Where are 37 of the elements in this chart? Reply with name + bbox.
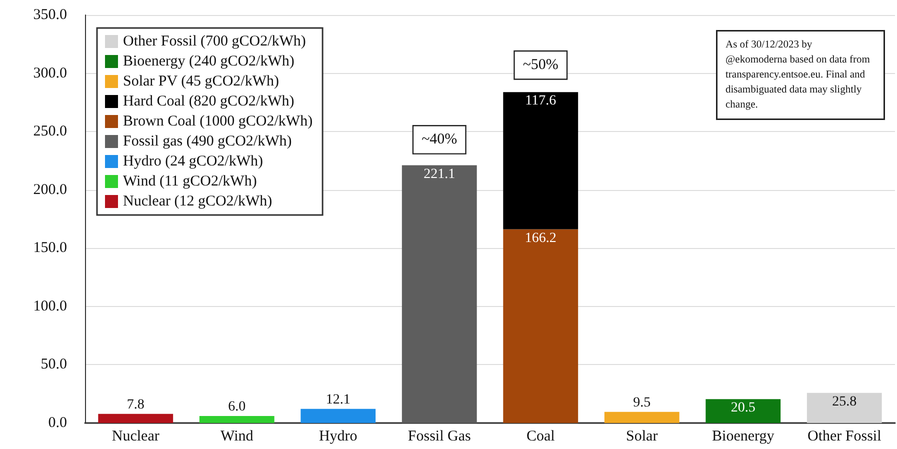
x-tick-label: Solar [626,428,658,444]
x-tick-label: Nuclear [112,428,160,444]
legend-label: Brown Coal (1000 gCO2/kWh) [123,114,313,130]
y-tick-label: 50.0 [40,356,67,373]
x-tick-label: Other Fossil [807,428,882,444]
data-label: 6.0 [228,400,246,415]
x-tick-label: Bioenergy [712,428,775,444]
y-tick-label: 250.0 [33,124,67,140]
legend-label: Nuclear (12 gCO2/kWh) [123,194,272,210]
data-label: 12.1 [326,392,350,408]
x-tick-label: Hydro [318,428,358,444]
legend-label: Other Fossil (700 gCO2/kWh) [123,34,306,50]
y-tick-label: 350.0 [33,7,67,23]
x-tick-label: Coal [526,428,555,444]
annotation: ~50% [522,57,558,74]
legend-label: Hydro (24 gCO2/kWh) [123,154,263,170]
legend-label: Hard Coal (820 gCO2/kWh) [123,94,294,110]
y-tick-label: 200.0 [33,182,67,198]
data-label: 25.8 [832,394,857,410]
legend-label: Wind (11 gCO2/kWh) [123,174,257,190]
legend-label: Bioenergy (240 gCO2/kWh) [123,54,294,70]
x-tick-label: Fossil Gas [408,428,471,444]
data-label: 7.8 [126,397,144,412]
legend-label: Solar PV (45 gCO2/kWh) [123,74,279,90]
y-tick-label: 150.0 [33,240,67,256]
data-label: 221.1 [424,166,456,182]
data-label: 166.2 [524,230,556,246]
data-label: 20.5 [730,400,756,416]
x-tick-label: Wind [220,428,254,444]
y-tick-label: 100.0 [33,298,67,314]
annotation: ~40% [422,132,458,148]
legend-label: Fossil gas (490 gCO2/kWh) [123,134,292,150]
data-label: 9.5 [633,395,651,410]
annotation: As of 30/12/2023 by @ekomoderna based on data from transparency.entsoe.eu. Final and disambiguated data may slightly change. [726,40,872,110]
y-tick-label: 300.0 [33,65,67,82]
y-tick-label: 0.0 [48,415,67,431]
data-label: 117.6 [525,94,556,109]
